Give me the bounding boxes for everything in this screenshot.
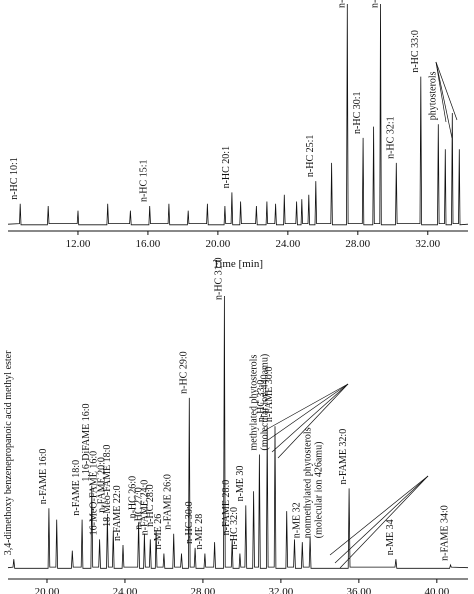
bottom-peak-label: n-FAME 30:0	[264, 367, 275, 423]
bottom-peak-label: n-HC 33:0	[256, 380, 267, 423]
top-peak-labels: n-HC 10:1 n-HC 15:1 n-HC 20:1 n-HC 25:1 n-HC…	[9, 0, 438, 202]
top-x-tick-label: 12.00	[66, 238, 91, 250]
top-peak-label: n-HC 15:1	[139, 160, 150, 203]
bottom-x-tick-label: 24.00	[113, 586, 138, 594]
bottom-peak-label: n-HC 30:0	[184, 501, 195, 544]
bottom-peak-label: n-HC 27:0	[133, 487, 144, 530]
bottom-peak-label: (molecular ion 440amu)	[259, 354, 270, 451]
top-x-tick-label: 28.00	[345, 238, 370, 250]
bottom-peak-label: n-ME 26	[153, 514, 164, 550]
bottom-peak-label: n-ME 28	[194, 514, 205, 550]
bottom-peak-label: n-FAME 32:0	[338, 429, 349, 485]
top-peak-label: n-HC 33:0	[410, 30, 421, 73]
bottom-peak-label: 3,4-dimethoxy benzenepropanoic acid meth…	[3, 350, 14, 555]
bottom-chromatogram-panel: 20.00 24.00 28.00 32.00 36.00 40.00 3,4-dimet…	[3, 258, 469, 594]
top-peak-label: n-HC 30:1	[352, 91, 363, 134]
top-x-tick-label: 32.00	[415, 238, 440, 250]
bottom-peak-label: 18-Meo-FAME 18:0	[102, 445, 113, 527]
top-x-ticks: 12.00 16.00 20.00 24.00 28.00 32.00	[66, 231, 441, 250]
top-peak-label: n-HC 25:1	[305, 135, 316, 178]
bottom-peak-label: n-FAME 16:0	[38, 449, 49, 505]
bottom-peak-label: n-FAME 28:0	[221, 480, 232, 536]
phytosterols-leader-lines	[435, 61, 458, 139]
bottom-peak-label: n-FAME 22:0	[112, 485, 123, 541]
bottom-peak-label: n-ME 30	[235, 466, 246, 502]
bottom-peak-label: n-FAME 26:0	[163, 474, 174, 530]
bottom-peak-label: n-FAME 24:0	[139, 480, 150, 536]
bottom-peak-label: n-FAME 18:0	[71, 460, 82, 516]
bottom-peak-label: n-HC 28:0	[145, 484, 156, 527]
bottom-x-tick-label: 40.00	[424, 586, 449, 594]
bottom-peak-label: n-FAME 34:0	[439, 505, 450, 561]
bottom-x-ticks: 20.00 24.00 28.00 32.00 36.00 40.00	[35, 579, 450, 594]
bottom-peak-label: 1,16-DiFAME 16:0	[81, 403, 92, 481]
bottom-peak-label: n-HC 32:0	[229, 507, 240, 550]
methylated-phytosterols-leader-lines	[261, 383, 349, 459]
bottom-peak-label: methylated phytosterols	[248, 355, 259, 451]
top-trace-line	[7, 3, 469, 226]
bottom-peak-label: n-HC 29:0	[178, 351, 189, 394]
bottom-x-tick-label: 20.00	[35, 586, 60, 594]
top-peak-label: n-HC 10:1	[9, 157, 20, 200]
bottom-peak-label: (molecular ion 426amu)	[313, 442, 324, 539]
bottom-peak-label: n-ME 32	[291, 502, 302, 538]
top-x-tick-label: 24.00	[275, 238, 300, 250]
bottom-trace-line	[7, 295, 469, 569]
top-peak-label: n-HC 20:1	[221, 146, 232, 189]
bottom-x-tick-label: 32.00	[269, 586, 294, 594]
bottom-peak-labels: 3,4-dimethoxy benzenepropanoic acid meth…	[3, 258, 451, 561]
bottom-peak-label: n-ME 34	[385, 519, 396, 555]
top-x-tick-label: 16.00	[136, 238, 161, 250]
top-peak-label: phytosterols	[427, 71, 438, 120]
top-chromatogram-panel: 12.00 16.00 20.00 24.00 28.00 32.00 n-HC 10:1…	[7, 0, 469, 270]
bottom-x-tick-label: 28.00	[191, 586, 216, 594]
bottom-peak-label: n-HC 26:0	[128, 476, 139, 519]
bottom-peak-label: n-FAME 20:0	[96, 457, 107, 513]
top-peak-label: n-HC 31:0	[370, 0, 381, 8]
bottom-peak-label: n-HC 31:0	[213, 258, 224, 301]
top-x-tick-label: 20.00	[206, 238, 231, 250]
bottom-x-tick-label: 36.00	[346, 586, 371, 594]
nonmethylated-phytosterols-leader-lines	[329, 475, 429, 569]
bottom-peak-label: 16-MeO-FAME 16:0	[89, 451, 100, 536]
top-x-axis-label: Time [min]	[213, 258, 263, 270]
bottom-peak-label: nonmethylated phytosterols	[302, 427, 313, 538]
top-peak-label: n-HC 32:1	[385, 116, 396, 159]
top-peak-label: n-HC 29:0	[336, 0, 347, 8]
